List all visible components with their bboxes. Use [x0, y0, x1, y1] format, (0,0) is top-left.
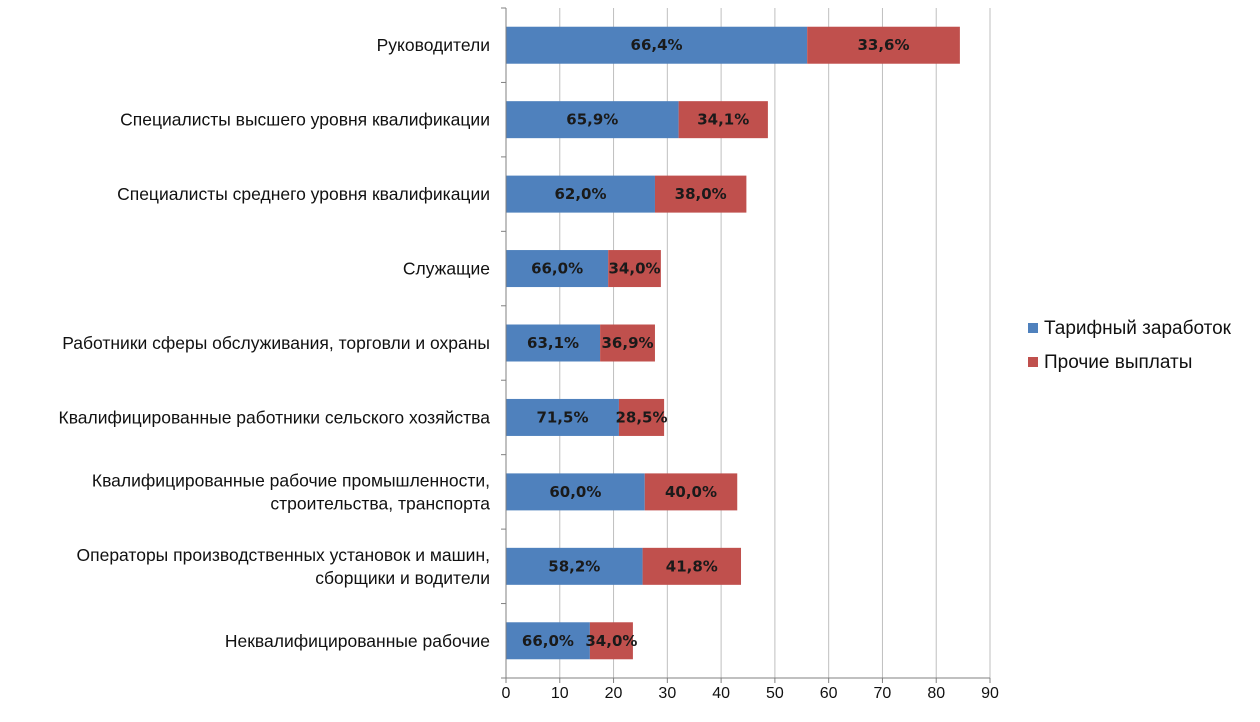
x-tick-label: 60: [820, 685, 838, 702]
category-label: Квалифицированные рабочие промышленности…: [92, 470, 490, 490]
bar-segment: [506, 250, 609, 288]
x-tick-label: 40: [712, 685, 730, 702]
bar-segment: [618, 398, 665, 436]
bar-segment: [506, 547, 643, 585]
bars: [506, 26, 960, 660]
x-tick-label: 70: [874, 685, 892, 702]
data-label: 66,4%: [631, 36, 683, 54]
category-label: сборщики и водители: [315, 568, 490, 588]
bar-segment: [589, 622, 633, 660]
x-tick-label: 80: [927, 685, 945, 702]
data-label: 62,0%: [554, 185, 606, 203]
bar-segment: [506, 324, 601, 362]
bar-segment: [642, 547, 742, 585]
category-label: Неквалифицированные рабочие: [225, 631, 490, 651]
data-label: 38,0%: [675, 185, 727, 203]
category-label: Служащие: [403, 259, 490, 279]
x-tick-label: 90: [981, 685, 999, 702]
legend-label: Прочие выплаты: [1044, 352, 1192, 373]
category-label: Специалисты среднего уровня квалификации: [117, 184, 490, 204]
bar-segment: [506, 175, 655, 213]
data-label: 34,0%: [585, 632, 637, 650]
data-label: 40,0%: [665, 483, 717, 501]
category-label: Работники сферы обслуживания, торговли и…: [62, 333, 490, 353]
category-label: Операторы производственных установок и м…: [77, 545, 491, 565]
data-label: 63,1%: [527, 334, 579, 352]
axes: 0 10 20 30 40 50 60 70 80 90 Руководители Специалис…: [59, 7, 999, 702]
x-tick-label: 10: [551, 685, 569, 702]
legend-swatch: [1028, 323, 1038, 333]
bar-segment: [644, 473, 738, 511]
bar-segment: [506, 398, 619, 436]
data-label: 66,0%: [531, 260, 583, 278]
category-label: Руководители: [377, 35, 490, 55]
legend-label: Тарифный заработок: [1044, 318, 1232, 339]
data-label: 65,9%: [566, 111, 618, 129]
bar-segment: [506, 473, 645, 511]
data-label: 33,6%: [857, 36, 909, 54]
data-label: 34,0%: [609, 260, 661, 278]
category-label: Квалифицированные работники сельского хо…: [59, 407, 491, 427]
x-tick-label: 20: [605, 685, 623, 702]
bar-segment: [600, 324, 655, 362]
legend: Тарифный заработок Прочие выплаты: [1028, 318, 1232, 373]
bar-segment: [506, 26, 808, 64]
legend-swatch: [1028, 357, 1038, 367]
data-label: 71,5%: [536, 408, 588, 426]
data-labels: 66,4% 33,6% 65,9% 34,1% 62,0% 38,0% 66,0% 34,0%…: [522, 36, 910, 650]
data-label: 36,9%: [602, 334, 654, 352]
bar-segment: [654, 175, 747, 213]
bar-segment: [506, 622, 590, 660]
data-label: 34,1%: [697, 111, 749, 129]
data-label: 28,5%: [615, 408, 667, 426]
data-label: 41,8%: [666, 557, 718, 575]
bar-segment: [807, 26, 960, 64]
data-label: 66,0%: [522, 632, 574, 650]
data-label: 60,0%: [549, 483, 601, 501]
x-tick-label: 30: [658, 685, 676, 702]
data-label: 58,2%: [548, 557, 600, 575]
category-label: Специалисты высшего уровня квалификации: [120, 110, 490, 130]
category-label: строительства, транспорта: [270, 493, 490, 513]
x-tick-label: 50: [766, 685, 784, 702]
bar-segment: [678, 101, 768, 139]
bar-segment: [506, 101, 679, 139]
x-tick-label: 0: [502, 685, 511, 702]
bar-segment: [608, 250, 661, 288]
